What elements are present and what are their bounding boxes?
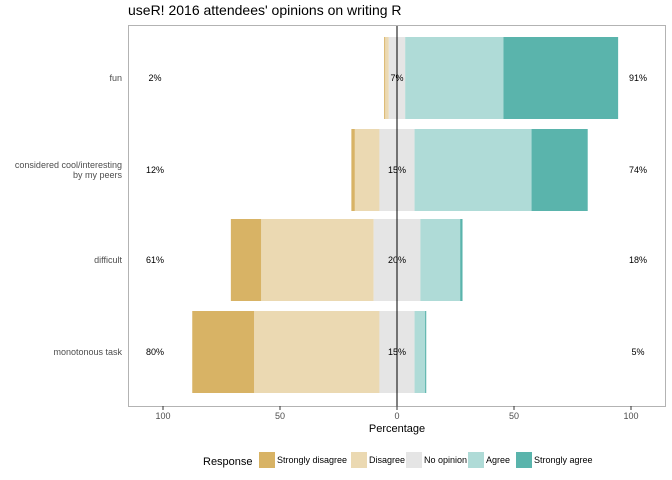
bar-segment-strongly-disagree bbox=[230, 219, 262, 301]
bar-segment-agree bbox=[414, 129, 532, 211]
legend-swatch bbox=[406, 452, 422, 468]
category-label: difficult bbox=[94, 255, 122, 265]
bar-segment-strongly-agree bbox=[531, 129, 588, 211]
x-tick-label: 50 bbox=[509, 411, 519, 421]
category-label: monotonous task bbox=[53, 347, 122, 357]
bar-segment-strongly-disagree bbox=[351, 129, 355, 211]
bar-segment-strongly-agree bbox=[460, 219, 463, 301]
legend-swatch bbox=[468, 452, 484, 468]
legend-label: Strongly disagree bbox=[277, 455, 347, 465]
x-axis: 100 50 0 50 100 bbox=[155, 406, 639, 421]
bar-segment-disagree bbox=[385, 37, 389, 119]
x-tick-label: 100 bbox=[155, 411, 170, 421]
legend-title: Response bbox=[203, 456, 253, 468]
bar-segment-strongly-agree bbox=[425, 311, 427, 393]
neutral-total-label: 15% bbox=[388, 165, 406, 175]
agree-total-label: 74% bbox=[629, 165, 647, 175]
legend-label: Strongly agree bbox=[534, 455, 593, 465]
bar-row-3 bbox=[192, 311, 427, 393]
disagree-total-label: 80% bbox=[146, 347, 164, 357]
disagree-total-label: 2% bbox=[148, 73, 161, 83]
bar-row-2 bbox=[230, 219, 463, 301]
bar-segment-agree bbox=[420, 219, 461, 301]
x-tick-label: 0 bbox=[394, 411, 399, 421]
disagree-total-label: 61% bbox=[146, 255, 164, 265]
neutral-total-label: 15% bbox=[388, 347, 406, 357]
disagree-total-label: 12% bbox=[146, 165, 164, 175]
bar-segment-strongly-disagree bbox=[384, 37, 386, 119]
bar-segment-agree bbox=[405, 37, 504, 119]
agree-total-label: 5% bbox=[631, 347, 644, 357]
bars-layer bbox=[192, 37, 619, 393]
legend-label: Agree bbox=[486, 455, 510, 465]
agree-total-label: 18% bbox=[629, 255, 647, 265]
legend-swatch bbox=[259, 452, 275, 468]
x-tick-label: 100 bbox=[623, 411, 638, 421]
legend-swatch bbox=[351, 452, 367, 468]
neutral-total-label: 7% bbox=[390, 73, 403, 83]
bar-segment-strongly-disagree bbox=[192, 311, 255, 393]
category-label: fun bbox=[109, 73, 122, 83]
bar-segment-disagree bbox=[254, 311, 380, 393]
labels-layer: fun considered cool/interesting by my peer… bbox=[15, 73, 647, 357]
chart-title: useR! 2016 attendees' opinions on writin… bbox=[128, 2, 402, 18]
x-tick-label: 50 bbox=[275, 411, 285, 421]
bar-segment-strongly-agree bbox=[503, 37, 619, 119]
x-axis-title: Percentage bbox=[369, 423, 425, 435]
bar-row-1 bbox=[351, 129, 588, 211]
bar-row-0 bbox=[384, 37, 619, 119]
legend-label: Disagree bbox=[369, 455, 405, 465]
bar-segment-disagree bbox=[261, 219, 374, 301]
legend-label: No opinion bbox=[424, 455, 467, 465]
bar-segment-agree bbox=[414, 311, 426, 393]
legend: Response Strongly disagree Disagree No opi… bbox=[203, 452, 593, 468]
bar-segment-disagree bbox=[354, 129, 380, 211]
category-label: considered cool/interesting by my peers bbox=[15, 160, 123, 180]
neutral-total-label: 20% bbox=[388, 255, 406, 265]
legend-swatch bbox=[516, 452, 532, 468]
agree-total-label: 91% bbox=[629, 73, 647, 83]
